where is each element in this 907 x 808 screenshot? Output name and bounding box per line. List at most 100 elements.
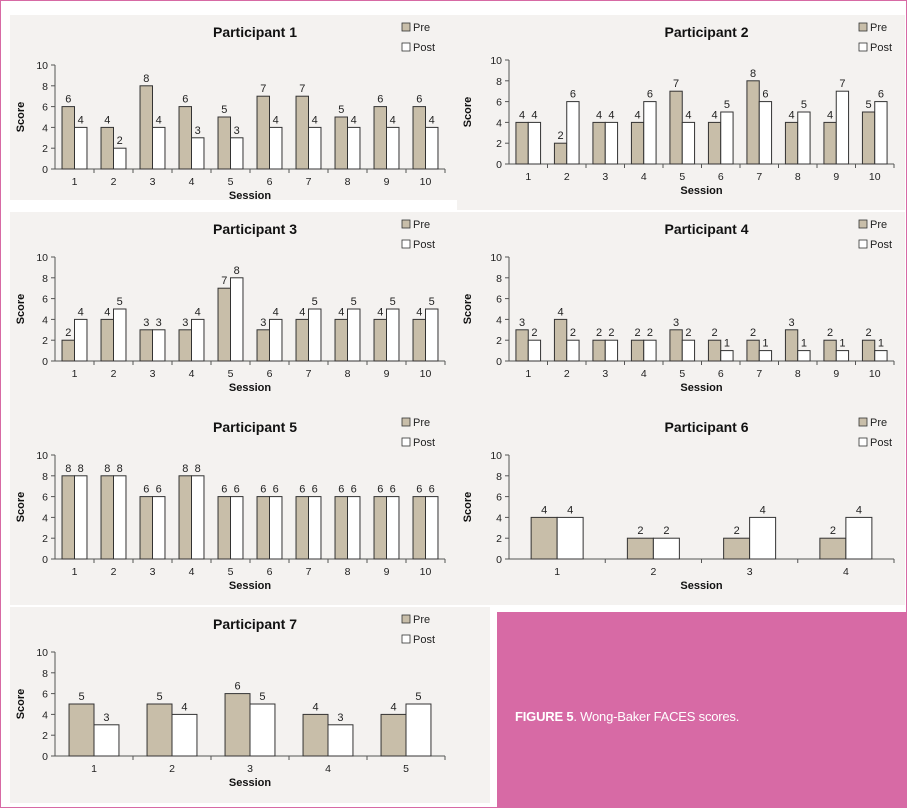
legend-swatch-post — [858, 437, 868, 447]
bar-post — [386, 126, 400, 170]
legend-swatch-post — [401, 634, 411, 644]
bar-post — [269, 496, 283, 560]
x-axis-label: Session — [680, 382, 722, 394]
data-label-pre: 6 — [65, 94, 71, 106]
chart-participant-3: Participant 3 Pre Post 0 2 4 6 8 10 Score Session 1… — [10, 212, 465, 412]
bar-pre — [861, 339, 876, 362]
data-label-post: 2 — [647, 327, 653, 339]
x-tick-label: 2 — [564, 171, 570, 183]
legend-label-pre: Pre — [413, 614, 430, 626]
y-tick-label: 10 — [36, 60, 48, 72]
y-tick-label: 8 — [496, 471, 502, 483]
bar-pre — [373, 496, 387, 560]
data-label-post: 3 — [234, 125, 240, 137]
x-tick-label: 8 — [795, 368, 801, 380]
bar-pre — [553, 142, 568, 165]
data-label-post: 2 — [570, 327, 576, 339]
data-label-post: 6 — [762, 89, 768, 101]
data-label-pre: 5 — [338, 104, 344, 116]
data-label-pre: 7 — [673, 78, 679, 90]
y-axis-label: Score — [462, 492, 474, 523]
y-tick-label: 8 — [42, 668, 48, 680]
legend-label-post: Post — [413, 239, 435, 251]
chart-title: Participant 2 — [664, 24, 748, 40]
bar-pre — [139, 329, 154, 362]
legend-label-post: Post — [413, 437, 435, 449]
x-tick-label: 4 — [843, 566, 849, 578]
chart-legend: Pre Post — [401, 614, 435, 646]
chart-svg: Participant 6 Pre Post 0 2 4 6 8 10 Score Session 1… — [462, 417, 895, 592]
bar-pre — [412, 106, 426, 170]
chart-participant-2: Participant 2 Pre Post 0 2 4 6 8 10 Score Session 1… — [457, 15, 905, 210]
bar-pre — [723, 537, 751, 560]
x-tick-label: 8 — [345, 176, 351, 188]
x-tick-label: 5 — [228, 566, 234, 578]
bar-pre — [626, 537, 654, 560]
y-tick-label: 2 — [496, 335, 502, 347]
y-tick-label: 6 — [496, 294, 502, 306]
legend-swatch-pre — [401, 219, 411, 229]
data-label-post: 5 — [351, 296, 357, 308]
y-tick-label: 2 — [42, 730, 48, 742]
bar-pre — [746, 339, 760, 362]
data-label-post: 6 — [156, 484, 162, 496]
x-tick-label: 4 — [325, 763, 331, 775]
bar-pre — [515, 121, 529, 165]
legend-label-pre: Pre — [870, 417, 887, 429]
y-tick-label: 6 — [496, 97, 502, 109]
bar-post — [405, 703, 432, 757]
bar-post — [797, 350, 811, 362]
data-label-post: 6 — [878, 89, 884, 101]
y-axis-label: Score — [15, 689, 27, 720]
bar-pre — [530, 516, 558, 560]
legend-label-post: Post — [870, 42, 892, 54]
caption-label: FIGURE 5 — [515, 709, 574, 724]
data-label-pre: 8 — [182, 463, 188, 475]
data-label-post: 5 — [312, 296, 318, 308]
bar-pre — [68, 703, 95, 757]
data-label-pre: 5 — [78, 691, 84, 703]
bar-post — [425, 308, 439, 362]
legend-label-post: Post — [413, 42, 435, 54]
y-tick-label: 10 — [36, 647, 48, 659]
bar-pre — [373, 106, 387, 170]
y-tick-label: 4 — [42, 122, 48, 134]
bar-pre — [630, 339, 645, 362]
data-label-post: 1 — [878, 338, 884, 350]
caption-text: . Wong-Baker FACES scores. — [573, 709, 740, 724]
bar-pre — [823, 121, 837, 165]
bar-post — [152, 496, 166, 560]
y-axis-label: Score — [462, 294, 474, 325]
bar-pre — [819, 537, 847, 560]
bar-post — [74, 318, 88, 362]
x-axis-label: Session — [229, 382, 271, 394]
x-tick-label: 5 — [403, 763, 409, 775]
x-axis-label: Session — [229, 777, 271, 789]
chart-svg: Participant 7 Pre Post 0 2 4 6 8 10 Score Session 1… — [15, 614, 446, 789]
data-label-pre: 8 — [750, 68, 756, 80]
x-axis-label: Session — [229, 190, 271, 200]
y-tick-label: 0 — [42, 356, 48, 368]
data-label-pre: 8 — [104, 463, 110, 475]
chart-svg: Participant 2 PrePost0246810ScoreSession1… — [462, 22, 895, 197]
x-tick-label: 10 — [420, 368, 432, 380]
data-label-pre: 5 — [156, 691, 162, 703]
bar-pre — [100, 318, 114, 362]
data-label-pre: 3 — [519, 317, 525, 329]
data-label-pre: 8 — [143, 73, 149, 85]
bar-post — [152, 126, 166, 170]
x-tick-label: 8 — [345, 368, 351, 380]
data-label-pre: 3 — [673, 317, 679, 329]
bar-pre — [217, 287, 232, 362]
y-tick-label: 2 — [42, 143, 48, 155]
data-label-post: 8 — [117, 463, 123, 475]
chart-title: Participant 1 — [213, 24, 297, 40]
y-tick-label: 4 — [42, 314, 48, 326]
data-label-pre: 4 — [541, 504, 547, 516]
bar-post — [269, 126, 283, 170]
data-label-post: 1 — [801, 338, 807, 350]
legend-swatch-post — [858, 42, 868, 52]
x-axis-label: Session — [680, 580, 722, 592]
data-label-pre: 6 — [377, 94, 383, 106]
data-label-pre: 6 — [182, 94, 188, 106]
